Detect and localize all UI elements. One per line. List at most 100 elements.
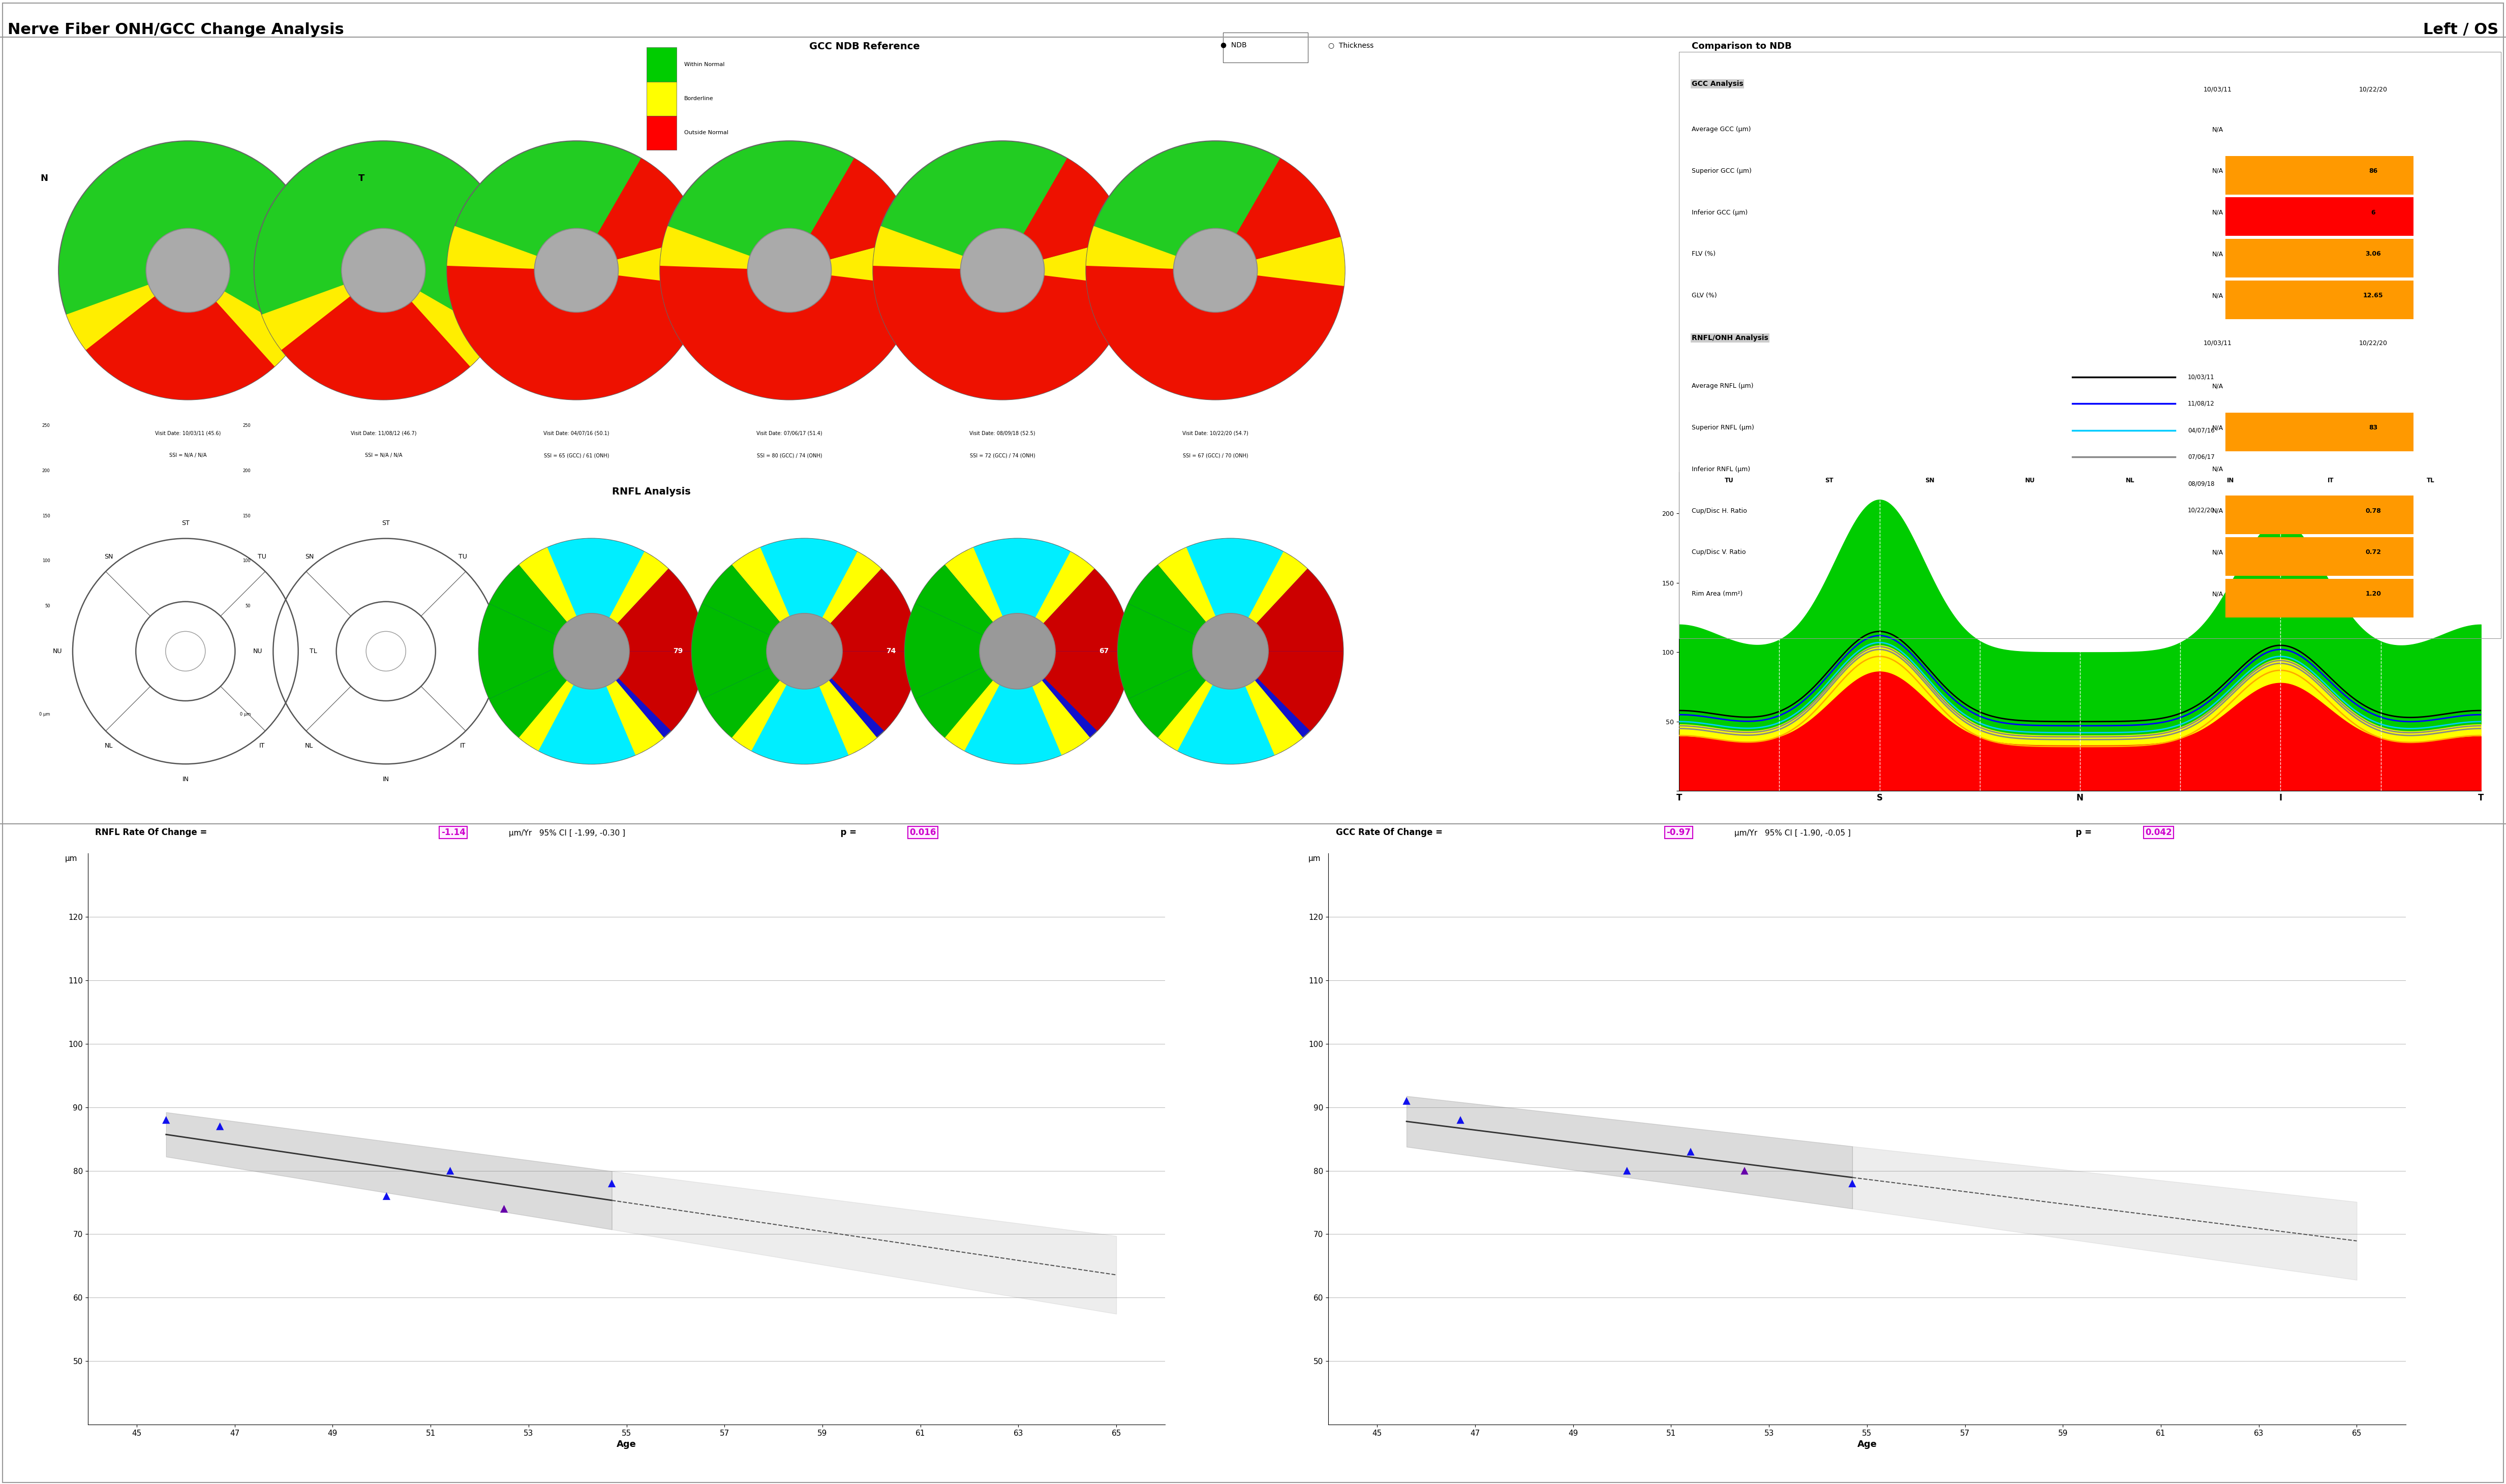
Text: Comparison to NDB: Comparison to NDB [1692, 42, 1792, 50]
Text: Visit Date: 11/08/12 (46.7): Visit Date: 11/08/12 (46.7) [351, 430, 416, 436]
Wedge shape [1183, 539, 1288, 651]
Text: Cup/Disc H. Ratio: Cup/Disc H. Ratio [1692, 508, 1747, 513]
Text: NU: NU [53, 649, 63, 654]
Wedge shape [789, 237, 920, 286]
Circle shape [872, 141, 1133, 399]
Text: 67: 67 [1100, 647, 1110, 654]
Text: 6: 6 [2371, 209, 2376, 215]
Wedge shape [479, 604, 591, 699]
Text: 98: 98 [1012, 775, 1022, 781]
Text: Visit Date: 07/06/17 (51.4): Visit Date: 07/06/17 (51.4) [757, 430, 822, 436]
Point [200, 1114, 241, 1138]
Text: Inferior RNFL (µm): Inferior RNFL (µm) [1692, 466, 1749, 472]
Text: NU: NU [253, 649, 263, 654]
Text: RNFL Analysis: RNFL Analysis [611, 487, 692, 497]
Text: 0 µm: 0 µm [40, 712, 50, 717]
Wedge shape [732, 548, 804, 651]
Text: ST: ST [381, 519, 391, 527]
Text: N: N [40, 174, 48, 183]
Text: 10/22/20: 10/22/20 [2188, 508, 2215, 513]
Wedge shape [188, 270, 301, 367]
Text: NL: NL [2125, 478, 2135, 484]
Wedge shape [1085, 260, 1343, 399]
Text: NL: NL [306, 742, 313, 749]
Text: ●  NDB: ● NDB [1220, 42, 1245, 49]
Text: 250: 250 [243, 423, 251, 427]
Circle shape [1085, 141, 1346, 399]
Text: N/A: N/A [2213, 549, 2223, 555]
Text: N/A: N/A [2213, 292, 2223, 298]
Text: 113: 113 [797, 521, 812, 528]
Point [1724, 1159, 1764, 1183]
Text: 104: 104 [1348, 647, 1363, 654]
Text: ST: ST [1824, 478, 1834, 484]
Text: IT: IT [459, 742, 466, 749]
Text: 65: 65 [877, 746, 885, 754]
Text: 10/03/11: 10/03/11 [2188, 374, 2215, 380]
Wedge shape [702, 651, 804, 738]
Wedge shape [544, 539, 647, 651]
Text: T: T [358, 174, 366, 183]
Wedge shape [1017, 651, 1130, 732]
Wedge shape [489, 651, 591, 738]
Wedge shape [1017, 552, 1095, 651]
Wedge shape [65, 270, 188, 350]
Wedge shape [804, 651, 917, 732]
Text: µm: µm [1308, 855, 1321, 862]
Wedge shape [83, 270, 281, 399]
Text: 10/22/20: 10/22/20 [2358, 340, 2388, 346]
Text: IT: IT [258, 742, 266, 749]
Text: FLV (%): FLV (%) [1692, 251, 1717, 257]
Text: IT: IT [2328, 478, 2333, 484]
Text: 10/22/20: 10/22/20 [2358, 86, 2388, 92]
Wedge shape [1118, 604, 1230, 699]
Circle shape [253, 141, 514, 399]
Text: 62: 62 [1150, 746, 1158, 754]
Text: 50: 50 [45, 604, 50, 608]
Text: N/A: N/A [2213, 209, 2223, 215]
Wedge shape [1002, 159, 1128, 270]
Point [1606, 1159, 1646, 1183]
Text: Visit Date: 10/03/11 (45.6): Visit Date: 10/03/11 (45.6) [155, 430, 221, 436]
Wedge shape [446, 226, 576, 270]
Text: Cup/Disc V. Ratio: Cup/Disc V. Ratio [1692, 549, 1747, 555]
Wedge shape [915, 651, 1017, 738]
Text: N/A: N/A [2213, 424, 2223, 430]
Text: Average GCC (µm): Average GCC (µm) [1692, 126, 1752, 132]
Text: 108: 108 [1135, 647, 1150, 654]
Text: 108: 108 [1088, 549, 1100, 555]
Wedge shape [591, 552, 669, 651]
Text: 250: 250 [43, 423, 50, 427]
Text: 07/06/17: 07/06/17 [2188, 454, 2215, 460]
Text: Within Normal: Within Normal [684, 62, 724, 67]
Wedge shape [692, 604, 804, 699]
Wedge shape [1215, 237, 1346, 286]
Text: 100: 100 [43, 559, 50, 564]
Text: 10/03/11: 10/03/11 [2203, 86, 2233, 92]
Circle shape [692, 539, 917, 764]
Text: 0.016: 0.016 [910, 828, 937, 837]
Text: TL: TL [511, 649, 519, 654]
Wedge shape [702, 565, 804, 651]
Point [145, 1109, 185, 1132]
Text: -0.97: -0.97 [1666, 828, 1692, 837]
Text: RNFL Rate Of Change =: RNFL Rate Of Change = [95, 828, 211, 837]
Text: 108: 108 [1010, 521, 1025, 528]
Text: 102: 102 [1223, 521, 1238, 528]
Text: Borderline: Borderline [684, 96, 714, 101]
Text: 95: 95 [799, 775, 809, 781]
Text: 85: 85 [1225, 775, 1235, 781]
Text: IN: IN [2228, 478, 2233, 484]
Circle shape [905, 539, 1130, 764]
Text: 59: 59 [1303, 746, 1311, 754]
Text: Nerve Fiber ONH/GCC Change Analysis: Nerve Fiber ONH/GCC Change Analysis [8, 22, 343, 37]
Wedge shape [1155, 651, 1230, 751]
Text: p =: p = [2070, 828, 2095, 837]
Text: TU: TU [1724, 478, 1734, 484]
Text: Outside Normal: Outside Normal [684, 131, 729, 135]
Wedge shape [905, 604, 1017, 699]
Text: IN: IN [383, 776, 388, 782]
Point [431, 1159, 471, 1183]
Text: GCC Rate Of Change =: GCC Rate Of Change = [1336, 828, 1446, 837]
Text: SSI = N/A / N/A: SSI = N/A / N/A [366, 453, 401, 459]
